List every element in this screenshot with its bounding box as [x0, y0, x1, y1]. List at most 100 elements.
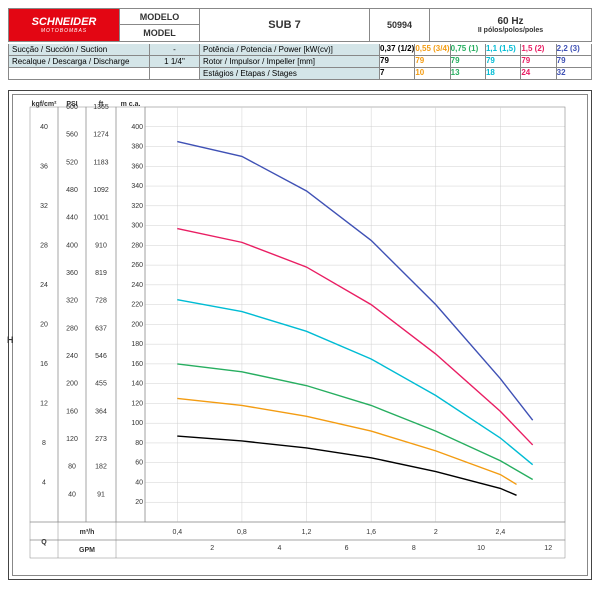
- suction-label: Sucção / Succión / Suction: [9, 44, 149, 55]
- rotor-cell: 79: [485, 56, 520, 67]
- svg-text:24: 24: [40, 282, 48, 289]
- svg-text:GPM: GPM: [79, 547, 95, 554]
- power-cell: 0,55 (3/4): [414, 44, 449, 55]
- stages-cell: 32: [556, 68, 591, 79]
- rotor-cell: 79: [556, 56, 591, 67]
- svg-text:240: 240: [66, 353, 78, 360]
- svg-text:520: 520: [66, 159, 78, 166]
- svg-text:28: 28: [40, 242, 48, 249]
- stages-row: Estágios / Etapas / Stages 71013182432: [8, 68, 592, 80]
- svg-text:728: 728: [95, 298, 107, 305]
- svg-text:60: 60: [135, 460, 143, 467]
- svg-text:kgf/cm²: kgf/cm²: [32, 101, 58, 108]
- product-code: 50994: [369, 9, 429, 41]
- pump-datasheet: SCHNEIDER MOTOBOMBAS MODELO MODEL SUB 7 …: [0, 0, 600, 600]
- svg-text:280: 280: [131, 242, 143, 249]
- h-axis-label: H: [7, 335, 14, 345]
- svg-text:40: 40: [40, 124, 48, 131]
- svg-text:160: 160: [131, 361, 143, 368]
- hz-value: 60 Hz: [497, 16, 523, 27]
- model-label: MODEL: [120, 25, 199, 41]
- svg-text:400: 400: [66, 242, 78, 249]
- svg-text:200: 200: [131, 321, 143, 328]
- svg-text:273: 273: [95, 436, 107, 443]
- product-name: SUB 7: [199, 9, 369, 41]
- rotor-label: Rotor / Impulsor / Impeller [mm]: [199, 56, 379, 67]
- rotor-cell: 79: [379, 56, 414, 67]
- svg-text:0,8: 0,8: [237, 529, 247, 536]
- svg-text:2,4: 2,4: [496, 529, 506, 536]
- svg-text:1,6: 1,6: [366, 529, 376, 536]
- rotor-cell: 79: [520, 56, 555, 67]
- svg-text:280: 280: [66, 325, 78, 332]
- svg-text:1092: 1092: [93, 187, 109, 194]
- svg-text:240: 240: [131, 282, 143, 289]
- svg-text:8: 8: [412, 545, 416, 552]
- stages-cell: 18: [485, 68, 520, 79]
- poles-value: II pólos/polos/poles: [478, 27, 543, 34]
- svg-text:560: 560: [66, 132, 78, 139]
- stages-cell: 7: [379, 68, 414, 79]
- power-cell: 1,1 (1,5): [485, 44, 520, 55]
- svg-text:1365: 1365: [93, 104, 109, 111]
- suction-row: Sucção / Succión / Suction - Potência / …: [8, 44, 592, 56]
- stages-cell: 13: [450, 68, 485, 79]
- svg-text:546: 546: [95, 353, 107, 360]
- svg-text:120: 120: [131, 400, 143, 407]
- svg-text:600: 600: [66, 104, 78, 111]
- svg-text:36: 36: [40, 163, 48, 170]
- svg-text:340: 340: [131, 183, 143, 190]
- svg-text:220: 220: [131, 302, 143, 309]
- performance-chart: H kgf/cm²PSIftm c.a.40038036034032030028…: [8, 90, 592, 580]
- svg-text:32: 32: [40, 203, 48, 210]
- power-label: Potência / Potencia / Power [kW(cv)]: [199, 44, 379, 55]
- svg-text:2: 2: [434, 529, 438, 536]
- stages-cell: 10: [414, 68, 449, 79]
- chart-svg: kgf/cm²PSIftm c.a.4003803603403203002802…: [15, 97, 585, 575]
- svg-text:4: 4: [42, 479, 46, 486]
- modelo-header: MODELO MODEL: [119, 9, 199, 41]
- svg-text:12: 12: [544, 545, 552, 552]
- svg-text:1183: 1183: [93, 159, 108, 166]
- svg-text:0,4: 0,4: [172, 529, 182, 536]
- modelo-label: MODELO: [120, 9, 199, 25]
- svg-text:Q: Q: [41, 539, 47, 546]
- svg-text:140: 140: [131, 381, 143, 388]
- logo-sub: MOTOBOMBAS: [41, 28, 87, 34]
- svg-text:16: 16: [40, 361, 48, 368]
- svg-text:12: 12: [40, 400, 48, 407]
- svg-text:400: 400: [131, 124, 143, 131]
- svg-text:182: 182: [95, 464, 107, 471]
- svg-text:10: 10: [477, 545, 485, 552]
- stages-cell: 24: [520, 68, 555, 79]
- power-cell: 1,5 (2): [520, 44, 555, 55]
- discharge-value: 1 1/4": [149, 56, 199, 67]
- header-row: SCHNEIDER MOTOBOMBAS MODELO MODEL SUB 7 …: [8, 8, 592, 42]
- rotor-cell: 79: [414, 56, 449, 67]
- discharge-label: Recalque / Descarga / Discharge: [9, 56, 149, 67]
- suction-value: -: [149, 44, 199, 55]
- svg-text:m c.a.: m c.a.: [121, 101, 141, 108]
- svg-text:40: 40: [68, 491, 76, 498]
- svg-text:40: 40: [135, 479, 143, 486]
- svg-text:120: 120: [66, 436, 78, 443]
- svg-text:360: 360: [66, 270, 78, 277]
- svg-text:480: 480: [66, 187, 78, 194]
- svg-text:455: 455: [95, 381, 107, 388]
- power-cell: 0,75 (1): [450, 44, 485, 55]
- svg-text:200: 200: [66, 381, 78, 388]
- svg-text:8: 8: [42, 440, 46, 447]
- power-cell: 2,2 (3): [556, 44, 591, 55]
- svg-text:80: 80: [135, 440, 143, 447]
- svg-text:180: 180: [131, 341, 143, 348]
- svg-text:1001: 1001: [93, 215, 109, 222]
- svg-text:6: 6: [345, 545, 349, 552]
- svg-text:160: 160: [66, 408, 78, 415]
- svg-text:320: 320: [131, 203, 143, 210]
- svg-text:910: 910: [95, 242, 107, 249]
- svg-text:m³/h: m³/h: [80, 529, 95, 536]
- discharge-row: Recalque / Descarga / Discharge 1 1/4" R…: [8, 56, 592, 68]
- stages-label: Estágios / Etapas / Stages: [199, 68, 379, 79]
- svg-text:360: 360: [131, 163, 143, 170]
- power-cell: 0,37 (1/2): [379, 44, 414, 55]
